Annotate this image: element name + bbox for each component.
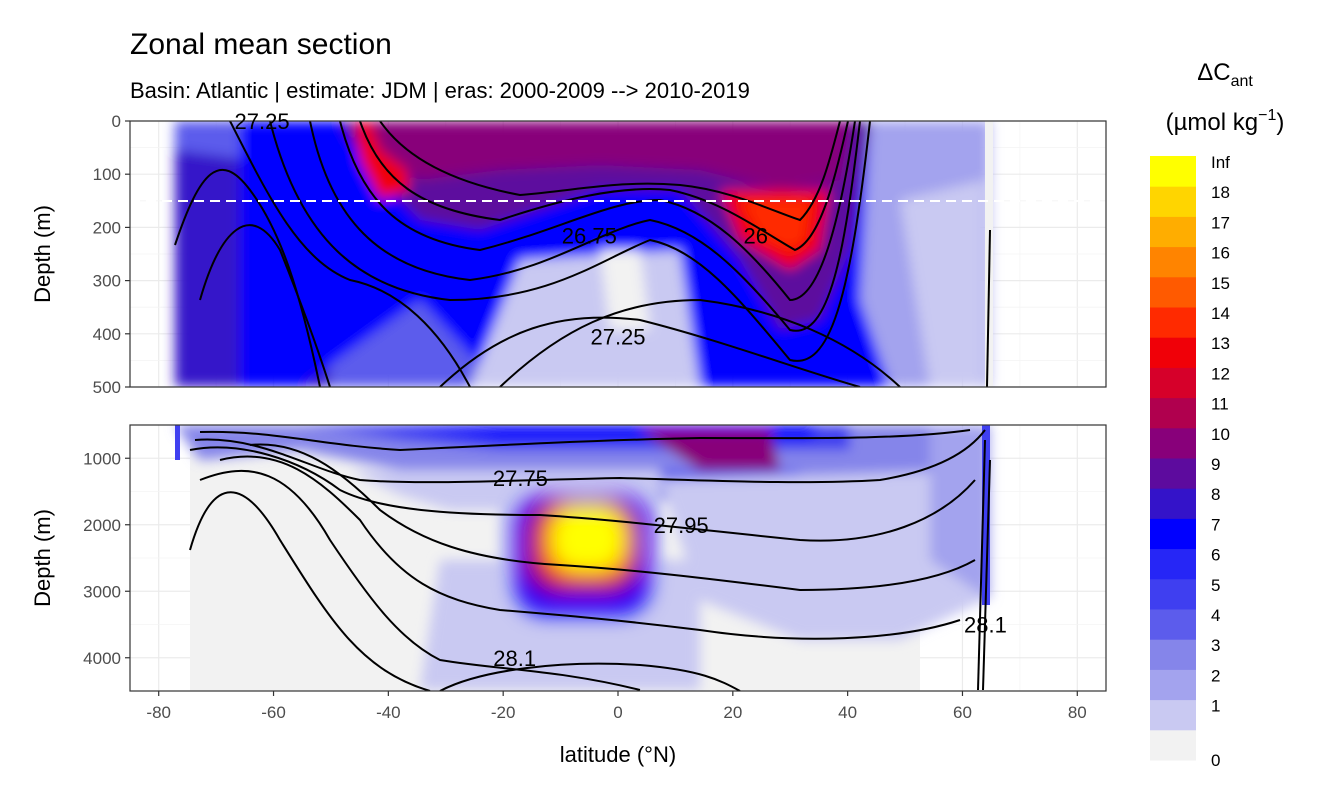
color-legend: ΔCant (µmol kg−1) 0123456789101112131415…: [1150, 59, 1284, 770]
y-tick-label: 200: [93, 218, 121, 237]
legend-swatch: [1150, 699, 1196, 731]
legend-unit-close: ): [1276, 109, 1284, 136]
x-axis: -80 -60 -40 -20 0 20 40 60 80: [146, 691, 1087, 722]
y-tick-label: 300: [93, 272, 121, 291]
legend-label: 1: [1211, 697, 1220, 716]
legend-swatch: [1150, 216, 1196, 248]
legend-unit: (µmol kg−1): [1166, 107, 1285, 136]
legend-label: 16: [1211, 244, 1230, 263]
legend-label: 4: [1211, 606, 1220, 625]
upper-panel: 0 100 200 300 400 500: [93, 112, 1107, 397]
legend-swatch: [1150, 488, 1196, 519]
legend-swatch: [1150, 548, 1196, 580]
legend-label: 8: [1211, 485, 1220, 504]
y-axis-title-upper: Depth (m): [30, 205, 55, 303]
y-tick-label: 400: [93, 325, 121, 344]
legend-swatch: [1150, 669, 1196, 701]
contour-label: 27.95: [654, 513, 709, 538]
legend-swatch: [1150, 276, 1196, 308]
legend-swatch: [1150, 578, 1196, 610]
y-tick-label: 500: [93, 378, 121, 397]
lower-panel: 1000 2000 3000 4000: [83, 424, 1107, 692]
y-tick-label: 4000: [83, 649, 121, 668]
contour-label: 27.25: [235, 109, 290, 134]
chart-subtitle: Basin: Atlantic | estimate: JDM | eras: …: [130, 78, 750, 103]
legend-label: 6: [1211, 546, 1220, 565]
contour-labels: 27.25 26.75 26 27.25 27.75 27.95 28.1 28.1: [235, 109, 1007, 671]
y-tick-label: 3000: [83, 582, 121, 601]
legend-label: 17: [1211, 213, 1230, 232]
legend-swatch: [1150, 458, 1196, 489]
y-tick-label: 2000: [83, 516, 121, 535]
lower-y-axis: 1000 2000 3000 4000: [83, 449, 130, 668]
x-tick-label: 80: [1068, 703, 1087, 722]
legend-title: ΔCant: [1197, 59, 1253, 90]
x-tick-label: 20: [723, 703, 742, 722]
legend-label: 0: [1211, 751, 1220, 770]
x-tick-label: 40: [838, 703, 857, 722]
x-tick-label: -60: [261, 703, 286, 722]
y-tick-label: 1000: [83, 449, 121, 468]
contour-label: 28.1: [964, 613, 1007, 638]
legend-label: 3: [1211, 636, 1220, 655]
legend-swatch: [1150, 307, 1196, 338]
legend-label: 9: [1211, 455, 1220, 474]
legend-label: 2: [1211, 666, 1220, 685]
legend-unit-sup: −1: [1258, 107, 1276, 124]
legend-label: 10: [1211, 425, 1230, 444]
legend-label: 18: [1211, 183, 1230, 202]
legend-label: 7: [1211, 515, 1220, 534]
legend-swatch: [1150, 518, 1196, 550]
legend-swatch: [1150, 639, 1196, 670]
contour-label: 28.1: [493, 646, 536, 671]
legend-title-sub: ant: [1231, 73, 1254, 90]
chart-title: Zonal mean section: [130, 28, 392, 61]
contour-label: 26.75: [562, 223, 617, 248]
y-axis-title-lower: Depth (m): [30, 509, 55, 607]
legend-label: 13: [1211, 334, 1230, 353]
x-tick-label: -40: [376, 703, 401, 722]
contour-label: 27.75: [493, 466, 548, 491]
lower-panel-field: [175, 425, 991, 691]
legend-swatch: [1150, 156, 1196, 187]
legend-label: 15: [1211, 274, 1230, 293]
legend-label: 14: [1211, 304, 1230, 323]
contour-label: 26: [744, 223, 768, 248]
legend-swatch: [1150, 729, 1196, 761]
legend-label: Inf: [1211, 153, 1230, 172]
x-tick-label: 0: [613, 703, 622, 722]
y-tick-label: 0: [112, 112, 121, 131]
legend-swatch: [1150, 246, 1196, 278]
legend-label: 5: [1211, 576, 1220, 595]
legend-swatch: [1150, 609, 1196, 640]
legend-title-main: ΔC: [1197, 59, 1230, 86]
legend-swatch: [1150, 397, 1196, 429]
legend-unit-main: (µmol kg: [1166, 109, 1259, 136]
x-axis-title: latitude (°N): [560, 742, 676, 767]
upper-panel-field: [174, 121, 993, 387]
legend-swatch: [1150, 367, 1196, 399]
legend-label: 11: [1211, 395, 1229, 414]
legend-swatch: [1150, 337, 1196, 368]
contour-label: 27.25: [590, 324, 645, 349]
legend-swatch: [1150, 186, 1196, 217]
y-tick-label: 100: [93, 165, 121, 184]
upper-y-axis: 0 100 200 300 400 500: [93, 112, 130, 397]
x-tick-label: -80: [146, 703, 171, 722]
x-tick-label: 60: [953, 703, 972, 722]
legend-swatch: [1150, 427, 1196, 459]
legend-label: 12: [1211, 364, 1230, 383]
x-tick-label: -20: [491, 703, 516, 722]
